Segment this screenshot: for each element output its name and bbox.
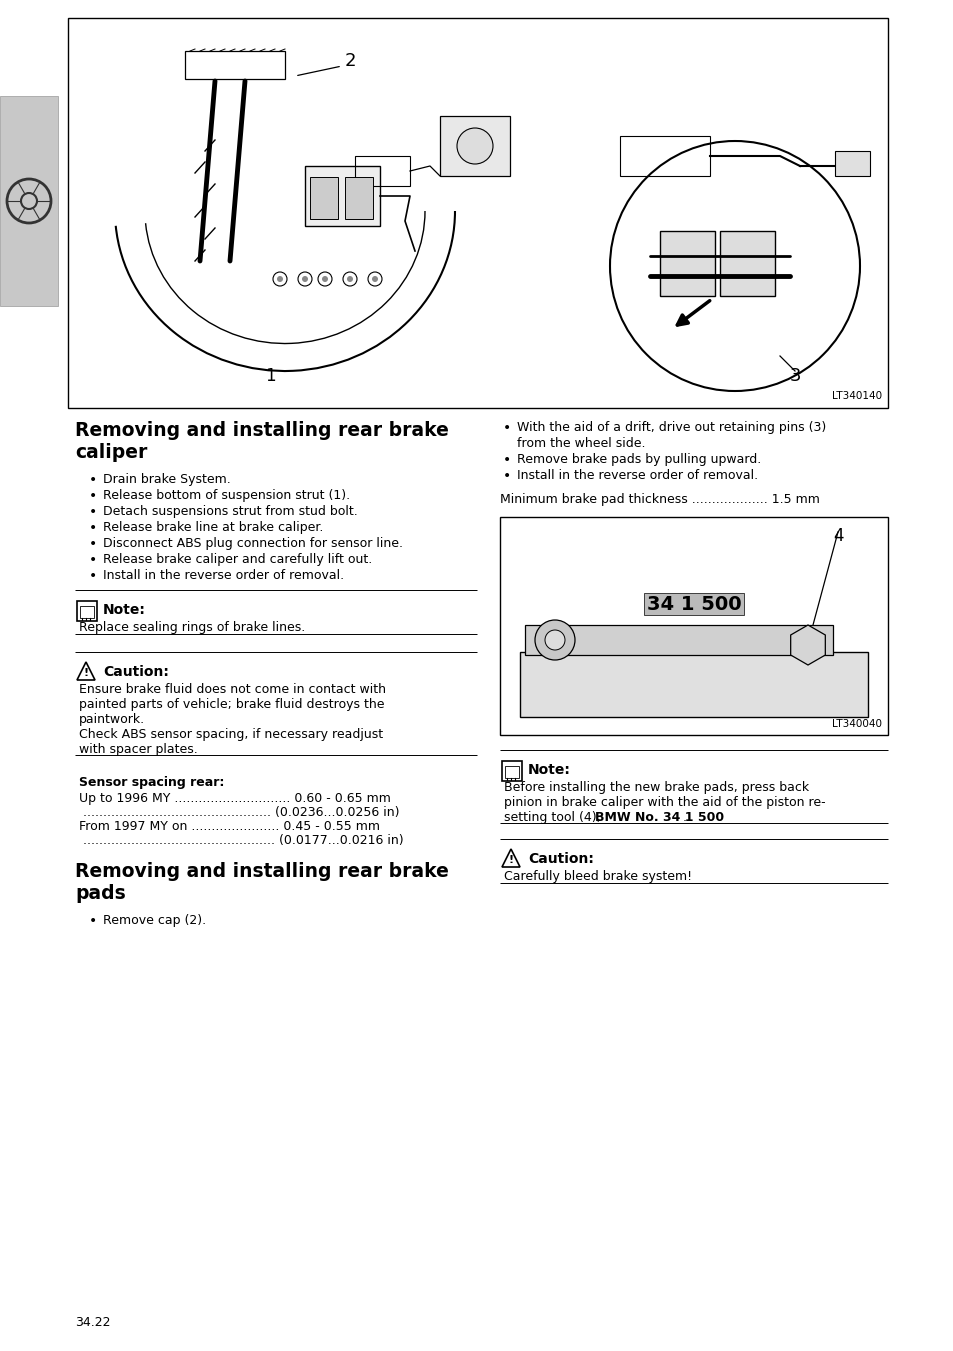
Text: With the aid of a drift, drive out retaining pins (3): With the aid of a drift, drive out retai… xyxy=(517,422,825,434)
Text: .: . xyxy=(682,811,686,824)
Circle shape xyxy=(609,141,859,390)
Bar xyxy=(355,155,410,186)
Circle shape xyxy=(343,272,356,286)
Text: Remove brake pads by pulling upward.: Remove brake pads by pulling upward. xyxy=(517,453,760,466)
Circle shape xyxy=(322,276,328,282)
Circle shape xyxy=(347,276,353,282)
Text: •: • xyxy=(89,536,97,551)
Text: Check ABS sensor spacing, if necessary readjust: Check ABS sensor spacing, if necessary r… xyxy=(79,728,383,740)
Bar xyxy=(619,136,709,176)
Text: •: • xyxy=(89,473,97,486)
Text: •: • xyxy=(502,453,511,467)
Text: Before installing the new brake pads, press back: Before installing the new brake pads, pr… xyxy=(503,781,808,794)
Text: Up to 1996 MY ............................. 0.60 - 0.65 mm: Up to 1996 MY ..........................… xyxy=(79,792,391,805)
Bar xyxy=(345,177,373,219)
Bar xyxy=(305,166,379,226)
Bar xyxy=(77,601,97,621)
Text: 4: 4 xyxy=(832,527,842,544)
Text: Carefully bleed brake system!: Carefully bleed brake system! xyxy=(503,870,691,884)
Bar xyxy=(643,593,743,615)
Bar xyxy=(80,607,94,617)
Circle shape xyxy=(372,276,377,282)
Text: ............................................... (0.0236...0.0256 in): ........................................… xyxy=(79,807,399,819)
Text: •: • xyxy=(89,521,97,535)
Text: setting tool (4),: setting tool (4), xyxy=(503,811,604,824)
Bar xyxy=(524,626,832,655)
Text: Ensure brake fluid does not come in contact with: Ensure brake fluid does not come in cont… xyxy=(79,684,386,696)
Circle shape xyxy=(302,276,308,282)
Text: •: • xyxy=(89,569,97,584)
Circle shape xyxy=(297,272,312,286)
Text: •: • xyxy=(89,505,97,519)
Text: Caution:: Caution: xyxy=(527,852,594,866)
Bar xyxy=(659,231,714,296)
Text: Remove cap (2).: Remove cap (2). xyxy=(103,915,206,927)
Text: pads: pads xyxy=(75,884,126,902)
Bar xyxy=(499,517,887,735)
Text: 34 1 500: 34 1 500 xyxy=(646,594,740,613)
Text: caliper: caliper xyxy=(75,443,147,462)
Text: paintwork.: paintwork. xyxy=(79,713,145,725)
Circle shape xyxy=(317,272,332,286)
Circle shape xyxy=(368,272,381,286)
Text: Release brake line at brake caliper.: Release brake line at brake caliper. xyxy=(103,521,323,534)
Text: •: • xyxy=(502,469,511,484)
Bar xyxy=(720,231,774,296)
Text: Caution:: Caution: xyxy=(103,665,169,680)
Text: Detach suspensions strut from stud bolt.: Detach suspensions strut from stud bolt. xyxy=(103,505,357,517)
Circle shape xyxy=(535,620,575,661)
Text: painted parts of vehicle; brake fluid destroys the: painted parts of vehicle; brake fluid de… xyxy=(79,698,384,711)
Bar xyxy=(0,96,58,305)
Text: pinion in brake caliper with the aid of the piston re-: pinion in brake caliper with the aid of … xyxy=(503,796,824,809)
Text: •: • xyxy=(502,422,511,435)
Text: Release bottom of suspension strut (1).: Release bottom of suspension strut (1). xyxy=(103,489,350,503)
Bar xyxy=(834,151,869,176)
Text: !: ! xyxy=(83,667,89,678)
Text: Note:: Note: xyxy=(527,763,570,777)
Text: Install in the reverse order of removal.: Install in the reverse order of removal. xyxy=(517,469,758,482)
Text: Removing and installing rear brake: Removing and installing rear brake xyxy=(75,862,449,881)
Bar xyxy=(504,766,518,778)
Text: !: ! xyxy=(508,855,513,865)
Text: Drain brake System.: Drain brake System. xyxy=(103,473,231,486)
Bar xyxy=(185,51,285,78)
Text: Sensor spacing rear:: Sensor spacing rear: xyxy=(79,775,224,789)
Text: Removing and installing rear brake: Removing and installing rear brake xyxy=(75,422,449,440)
Text: From 1997 MY on ...................... 0.45 - 0.55 mm: From 1997 MY on ...................... 0… xyxy=(79,820,379,834)
Circle shape xyxy=(276,276,283,282)
Bar xyxy=(439,116,510,176)
Text: •: • xyxy=(89,915,97,928)
Text: Disconnect ABS plug connection for sensor line.: Disconnect ABS plug connection for senso… xyxy=(103,536,402,550)
Text: BMW No. 34 1 500: BMW No. 34 1 500 xyxy=(595,811,723,824)
Bar xyxy=(310,177,337,219)
Text: ................................................ (0.0177...0.0216 in): ........................................… xyxy=(79,834,403,847)
Text: 2: 2 xyxy=(345,51,356,70)
Circle shape xyxy=(273,272,287,286)
Text: 1: 1 xyxy=(264,367,275,385)
Text: Install in the reverse order of removal.: Install in the reverse order of removal. xyxy=(103,569,344,582)
Bar xyxy=(501,761,521,781)
Text: Minimum brake pad thickness ................... 1.5 mm: Minimum brake pad thickness ............… xyxy=(499,493,819,507)
Circle shape xyxy=(456,128,493,163)
Text: •: • xyxy=(89,553,97,567)
Text: with spacer plates.: with spacer plates. xyxy=(79,743,197,757)
Text: •: • xyxy=(89,489,97,503)
Text: 3: 3 xyxy=(789,367,801,385)
Text: 34.22: 34.22 xyxy=(75,1316,111,1329)
Text: from the wheel side.: from the wheel side. xyxy=(517,436,645,450)
Circle shape xyxy=(544,630,564,650)
Bar xyxy=(519,653,867,717)
Text: Replace sealing rings of brake lines.: Replace sealing rings of brake lines. xyxy=(79,621,305,634)
Polygon shape xyxy=(790,626,824,665)
Text: Note:: Note: xyxy=(103,603,146,617)
Bar xyxy=(68,18,887,408)
Text: Release brake caliper and carefully lift out.: Release brake caliper and carefully lift… xyxy=(103,553,372,566)
Text: LT340040: LT340040 xyxy=(831,719,882,730)
Text: LT340140: LT340140 xyxy=(831,390,882,401)
